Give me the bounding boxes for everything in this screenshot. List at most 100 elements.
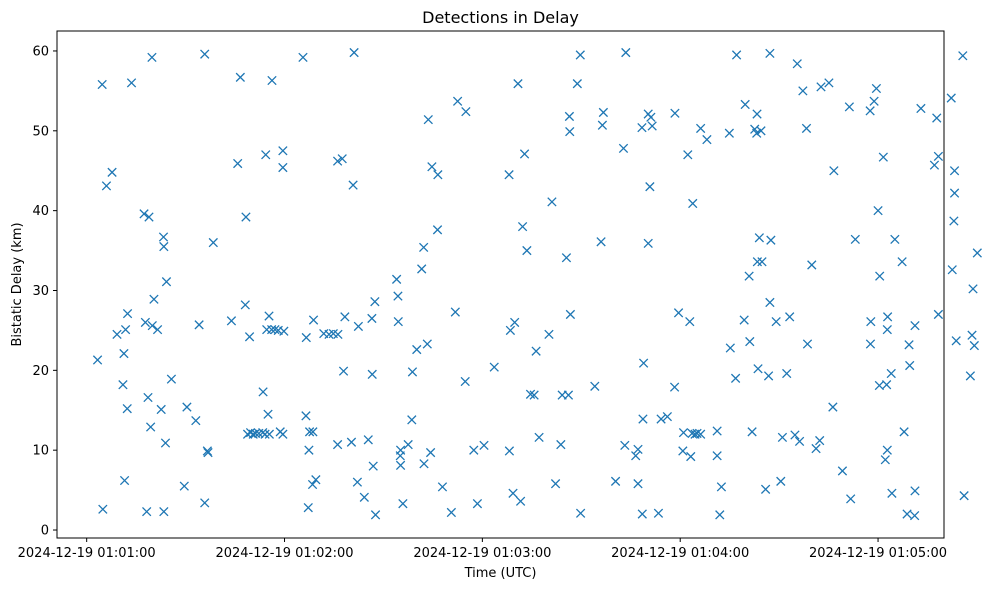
detection-marker [264,311,274,321]
detection-marker [489,362,499,372]
detection-marker [333,329,343,340]
detection-marker [869,96,879,106]
detection-marker [118,380,128,390]
detection-marker [752,109,762,119]
detection-marker [798,86,808,96]
detection-marker [678,446,688,456]
detection-marker [120,324,131,335]
detection-marker [348,180,358,190]
detection-marker [107,167,117,177]
y-axis-ticks: 0 10 20 30 40 50 60 [32,44,57,539]
detection-marker [182,402,192,412]
y-tick-label: 50 [32,124,49,139]
detection-marker [638,358,649,368]
detection-marker [685,316,695,327]
detection-marker [929,160,940,170]
detection-marker [647,121,657,131]
detection-marker [873,205,883,216]
detection-marker [916,103,926,114]
detection-marker [147,52,157,63]
detection-marker [452,96,463,106]
detection-marker [882,324,892,335]
detection-marker [267,75,277,86]
detection-marker [161,277,172,287]
detection-marker [792,59,802,69]
detection-marker [235,72,245,82]
detection-marker [947,265,957,275]
detection-marker [393,316,403,327]
detection-marker [304,445,314,455]
detection-marker [905,360,915,371]
detection-marker [517,221,528,232]
detection-marker [202,446,213,456]
detection-marker [965,371,976,381]
detection-marker [407,367,418,377]
detection-marker [846,494,856,504]
detection-marker [725,343,735,353]
detection-marker [338,366,349,376]
detection-marker [422,339,432,349]
detection-marker [790,430,800,440]
detection-marker [590,381,600,391]
detection-marker [139,209,149,219]
detection-marker [337,154,347,164]
detection-marker [122,403,132,414]
detection-marker [756,126,766,136]
detection-marker [871,83,882,94]
detection-marker [563,390,574,400]
detection-marker [515,496,526,506]
detection-marker [179,481,189,491]
x-axis-label: Time (UTC) [464,566,537,581]
detection-marker [910,320,920,331]
detection-marker [419,242,429,253]
detection-marker [745,336,755,347]
detection-marker [260,429,270,439]
detection-marker [270,324,280,335]
detection-marker [670,108,680,118]
detection-marker [865,339,876,349]
detection-marker [633,444,643,455]
detection-marker [433,170,443,180]
detection-marker [200,498,210,508]
detection-marker [969,340,979,351]
detection-marker [731,50,742,60]
detection-marker [881,380,892,390]
detection-marker [437,482,448,492]
detection-marker [479,440,489,451]
detection-marker [865,106,875,116]
detection-marker [760,484,771,494]
y-tick-label: 30 [32,284,49,299]
detection-marker [122,308,133,319]
detection-marker [308,315,319,325]
detection-marker [353,321,364,332]
detection-marker [98,504,108,514]
detection-marker [972,248,982,258]
detection-marker [765,297,775,308]
chart-title: Detections in Delay [422,8,579,27]
detection-marker [119,475,130,486]
detection-marker [662,411,673,422]
y-tick-label: 10 [32,444,49,459]
detection-marker [712,426,722,436]
detection-marker [686,451,696,462]
detection-marker [949,188,960,198]
detection-marker [958,51,968,61]
y-tick-label: 0 [41,524,49,539]
detection-marker [645,182,655,192]
detection-marker [412,344,422,355]
detection-marker [544,329,554,340]
detection-marker [363,435,373,445]
detection-marker [450,307,460,317]
detection-marker [144,212,154,222]
detection-marker [771,316,781,327]
detection-marker [143,392,153,403]
detection-marker [352,477,363,487]
detection-marker [643,238,653,249]
detection-marker [461,106,471,117]
detection-marker [844,102,855,112]
detection-marker [519,149,530,159]
detection-marker [298,52,308,63]
detection-marker [801,123,812,134]
detection-marker [716,482,727,492]
